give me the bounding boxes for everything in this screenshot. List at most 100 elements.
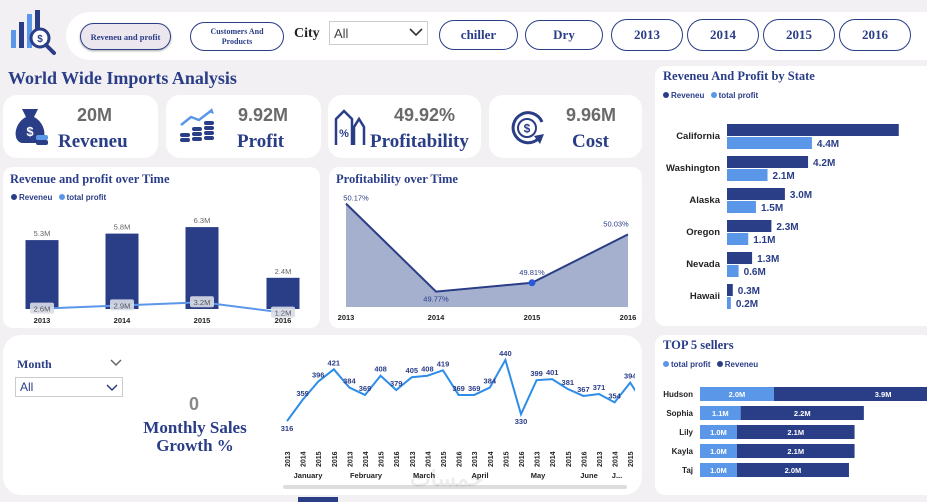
revenue-label: 3.9M [875, 390, 892, 399]
bar-label: 5.3M [34, 229, 51, 238]
profitability-time-card: Profitability over Time 50.17% 2013 49.77%… [329, 167, 642, 328]
profit-label: 1.5M [761, 203, 783, 214]
kpi-revenue-label: Reveneu [58, 131, 128, 152]
profit-label: 4.4M [817, 139, 839, 150]
state-chart: California 4.4M Washington 4.2M 2.1M Alaska 3.… [666, 124, 899, 310]
category-label: Kayla [672, 447, 694, 456]
kpi-profit-value: 9.92M [238, 105, 289, 125]
profit-label: 1.0M [710, 428, 727, 437]
cost-down-icon: $ [508, 108, 548, 153]
x-tick-label: 2016 [457, 451, 464, 467]
revenue-label: 1.3M [757, 254, 779, 265]
kpi-cost-value: 9.96M [566, 105, 617, 125]
x-tick-label: 2013 [597, 451, 604, 467]
customers-products-button[interactable]: Customers And Products [190, 22, 284, 51]
kpi-card-profit: 9.92M Profit [166, 95, 321, 158]
month-dropdown[interactable]: All [15, 377, 123, 397]
chevron-down-icon[interactable] [109, 356, 123, 374]
state-card: Reveneu And Profit by State Reveneu tota… [655, 66, 927, 326]
year-2013-button[interactable]: 2013 [611, 19, 683, 51]
data-label: 405 [406, 366, 419, 375]
x-tick-label: 2014 [425, 451, 432, 467]
bar-label: 2.4M [275, 267, 292, 276]
profit-label: 0.2M [736, 299, 758, 310]
profit-label: 1.0M [710, 466, 727, 475]
data-label: 440 [499, 349, 512, 358]
month-slicer-label: Month [17, 357, 52, 371]
city-dropdown-value: All [334, 26, 349, 41]
dry-button[interactable]: Dry [525, 20, 603, 50]
data-label: 369 [452, 384, 465, 393]
profit-bar [727, 297, 731, 309]
x-tick-label: 2015 [194, 316, 211, 325]
month-group-label: J... [612, 471, 622, 480]
year-2015-button[interactable]: 2015 [763, 19, 835, 51]
profit-bar [727, 233, 749, 245]
x-tick-label: 2014 [488, 451, 495, 467]
revenue-label: 2.0M [785, 466, 802, 475]
year-2016-button[interactable]: 2016 [839, 19, 911, 51]
profit-bar [727, 201, 756, 213]
month-group-label: March [413, 471, 436, 480]
profit-bar [700, 406, 741, 420]
revenue-bar [773, 387, 927, 401]
chiller-button[interactable]: chiller [439, 20, 518, 50]
x-tick-label: 2014 [550, 451, 557, 467]
chart-legend: Reveneu total profit [663, 91, 758, 100]
kpi-card-revenue: $ 20M Reveneu [3, 95, 158, 158]
chart-title: Revenue and profit over Time [10, 172, 170, 186]
category-label: Lily [679, 428, 693, 437]
x-tick-label: 2014 [613, 451, 620, 467]
profit-label-bg [30, 302, 54, 314]
x-tick-label: 2013 [338, 313, 355, 322]
chart-title: Profitability over Time [336, 172, 458, 186]
data-label: 369 [468, 384, 481, 393]
profit-label: 1.2M [275, 309, 292, 318]
reveneu-profit-button[interactable]: Reveneu and profit [80, 23, 171, 50]
revenue-bar [740, 406, 864, 420]
revenue-bar [727, 284, 733, 296]
revenue-bar [727, 220, 772, 232]
x-tick-label: 2013 [535, 451, 542, 467]
year-2014-button[interactable]: 2014 [687, 19, 759, 51]
category-label: Hawaii [690, 291, 720, 302]
profit-label: 2.9M [114, 301, 131, 310]
month-dropdown-value: All [20, 380, 34, 394]
scrollbar [283, 485, 627, 489]
profit-bar [700, 444, 737, 458]
profit-label: 1.1M [753, 235, 775, 246]
x-tick-label: 2016 [275, 316, 292, 325]
x-tick-label: 2015 [379, 451, 386, 467]
x-tick-label: 2014 [428, 313, 446, 322]
data-label: 399 [530, 369, 543, 378]
profit-line [41, 301, 284, 314]
bar-label: 5.8M [114, 223, 131, 232]
category-label: California [676, 131, 721, 142]
profit-label: 3.2M [194, 298, 211, 307]
revenue-label: 2.1M [787, 447, 804, 456]
x-tick-label: 2015 [566, 451, 573, 467]
svg-text:$: $ [524, 122, 531, 136]
city-dropdown[interactable]: All [329, 21, 428, 45]
x-tick-label: 2015 [316, 451, 323, 467]
category-label: Nevada [686, 259, 721, 270]
monthly-sales-chart: 316 2013 359 2014 396 2015 421 2016 384 2013 369 20… [281, 349, 635, 489]
data-label: 369 [359, 384, 372, 393]
data-label: 408 [421, 365, 434, 374]
profit-label: 2.1M [773, 171, 795, 182]
page-tab-indicator[interactable] [298, 497, 338, 502]
revenue-bar [25, 240, 59, 309]
chart-legend: total profit Reveneu [663, 360, 758, 369]
chevron-down-icon [408, 25, 424, 44]
x-tick-label: 2014 [114, 316, 132, 325]
chart-title: TOP 5 sellers [663, 338, 734, 352]
x-tick-label: 2016 [394, 451, 401, 467]
monthly-growth-label: Monthly Sales Growth % [143, 418, 247, 455]
data-label: 316 [281, 424, 294, 433]
bar-label: 6.3M [194, 216, 211, 225]
data-label: 371 [593, 383, 606, 392]
revenue-label: 0.3M [738, 286, 760, 297]
kpi-card-cost: $ 9.96M Cost [489, 95, 642, 158]
revenue-bar [736, 444, 855, 458]
category-label: Alaska [689, 195, 720, 206]
